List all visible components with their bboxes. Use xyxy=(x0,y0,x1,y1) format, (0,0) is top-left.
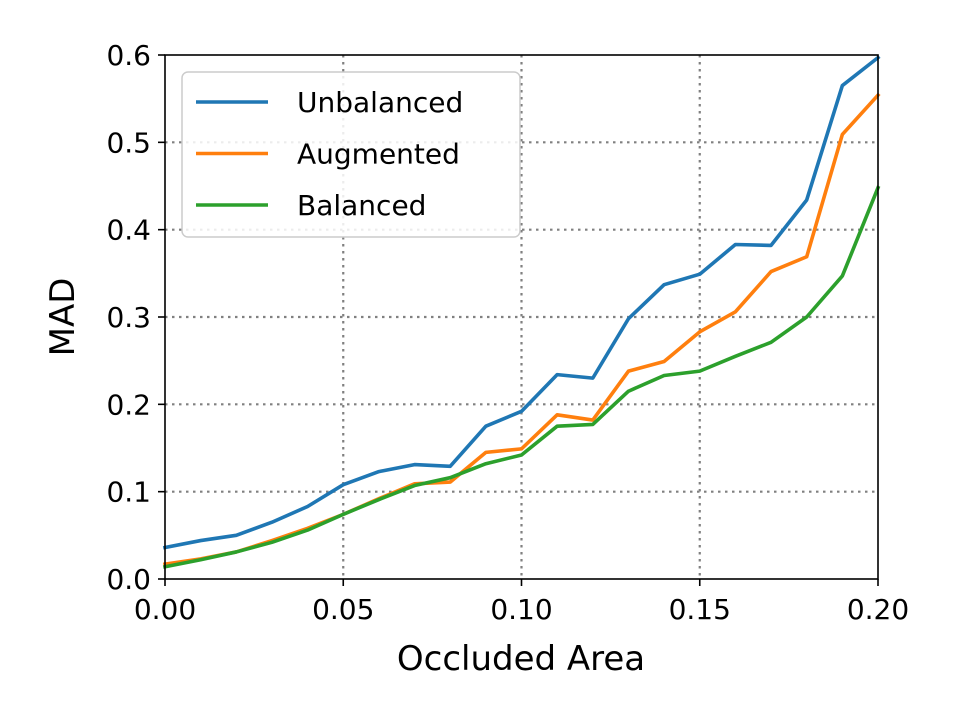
y-tick-label: 0.6 xyxy=(106,39,151,72)
series-line-unbalanced xyxy=(162,55,881,550)
series-lines xyxy=(162,55,881,569)
y-tick-label: 0.3 xyxy=(106,301,151,334)
y-axis-label: MAD xyxy=(43,278,83,357)
series-line-balanced xyxy=(162,185,881,569)
x-tick-label: 0.20 xyxy=(847,593,909,626)
y-tick-label: 0.0 xyxy=(106,563,151,596)
legend-label-augmented: Augmented xyxy=(297,138,460,171)
x-axis-ticks: 0.00 0.05 0.10 0.15 0.20 xyxy=(134,579,909,626)
y-tick-label: 0.4 xyxy=(106,214,151,247)
y-tick-label: 0.2 xyxy=(106,388,151,421)
x-tick-label: 0.10 xyxy=(490,593,552,626)
legend-box xyxy=(181,71,521,238)
y-axis-ticks: 0.0 0.1 0.2 0.3 0.4 0.5 0.6 xyxy=(106,39,165,596)
legend: Unbalanced Augmented Balanced xyxy=(181,71,521,238)
x-axis-label: Occluded Area xyxy=(397,639,645,679)
y-tick-label: 0.5 xyxy=(106,126,151,159)
legend-label-balanced: Balanced xyxy=(297,189,426,222)
x-tick-label: 0.00 xyxy=(134,593,196,626)
legend-label-unbalanced: Unbalanced xyxy=(297,86,463,119)
x-tick-label: 0.15 xyxy=(669,593,731,626)
x-tick-label: 0.05 xyxy=(312,593,374,626)
y-tick-label: 0.1 xyxy=(106,476,151,509)
